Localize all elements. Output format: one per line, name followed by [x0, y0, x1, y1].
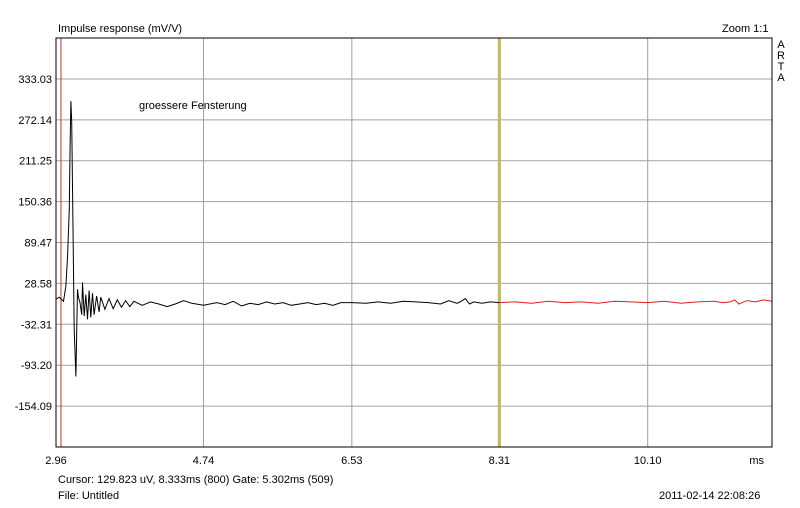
gate-markers[interactable] [60, 38, 501, 447]
brand-letter: R [777, 50, 785, 62]
series-line-inside-gate [55, 101, 500, 377]
plot-frame [55, 37, 773, 448]
series-lines [55, 101, 773, 377]
x-axis-ticks: 2.96 4.74 6.53 8.31 10.10 [45, 455, 661, 467]
brand-letter: A [777, 39, 785, 51]
series-line-outside-gate [499, 299, 773, 305]
y-tick-label: 333.03 [18, 74, 52, 86]
cursor-readout: Cursor: 129.823 uV, 8.333ms (800) Gate: … [58, 474, 334, 486]
y-tick-label: -93.20 [21, 360, 52, 372]
arta-brand-label: A R T A [776, 40, 786, 84]
y-tick-label: 211.25 [19, 156, 52, 168]
grid-lines [56, 38, 772, 447]
x-tick-label: 4.74 [193, 455, 214, 467]
x-axis-unit-label: ms [749, 455, 764, 467]
y-tick-label: 272.14 [18, 115, 52, 127]
y-tick-label: -154.09 [15, 401, 52, 413]
x-tick-label: 2.96 [45, 455, 66, 467]
chart-title: Impulse response (mV/V) [58, 23, 183, 35]
brand-letter: A [777, 72, 785, 84]
brand-letter: T [777, 61, 785, 73]
zoom-indicator[interactable]: Zoom 1:1 [722, 23, 769, 35]
timestamp: 2011-02-14 22:08:26 [659, 490, 761, 502]
y-tick-label: -32.31 [21, 319, 52, 331]
y-tick-label: 150.36 [18, 197, 52, 209]
x-tick-label: 6.53 [341, 455, 362, 467]
x-tick-label: 8.31 [489, 455, 510, 467]
file-name: File: Untitled [58, 490, 120, 502]
y-tick-label: 28.58 [24, 278, 52, 290]
annotation-text: groessere Fensterung [139, 100, 247, 112]
x-tick-label: 10.10 [634, 455, 662, 467]
y-tick-label: 89.47 [24, 238, 52, 250]
y-axis-ticks: 333.03 272.14 211.25 150.36 89.47 28.58 -32.31… [15, 74, 52, 413]
